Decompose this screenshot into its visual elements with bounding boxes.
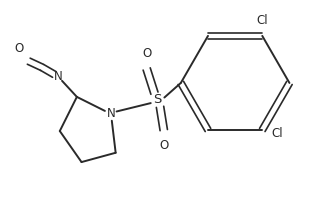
Text: N: N bbox=[107, 107, 115, 120]
Text: Cl: Cl bbox=[272, 127, 283, 140]
Text: Cl: Cl bbox=[256, 14, 268, 27]
Text: O: O bbox=[15, 42, 24, 55]
Text: O: O bbox=[142, 47, 151, 60]
Text: N: N bbox=[54, 70, 63, 83]
Text: S: S bbox=[154, 93, 162, 106]
Text: O: O bbox=[159, 139, 168, 152]
